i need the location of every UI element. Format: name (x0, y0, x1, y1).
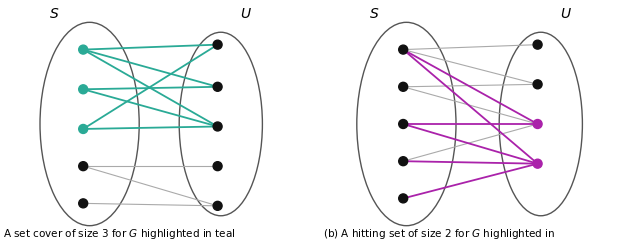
Ellipse shape (79, 199, 88, 208)
Ellipse shape (533, 159, 542, 168)
Text: $S$: $S$ (369, 7, 380, 21)
Ellipse shape (399, 157, 408, 166)
Ellipse shape (213, 162, 222, 171)
Ellipse shape (399, 82, 408, 91)
Ellipse shape (533, 80, 542, 89)
Ellipse shape (399, 194, 408, 203)
Text: $U$: $U$ (241, 7, 252, 21)
Ellipse shape (79, 162, 88, 171)
Ellipse shape (79, 124, 88, 133)
Ellipse shape (399, 120, 408, 128)
Text: $U$: $U$ (561, 7, 572, 21)
Text: $S$: $S$ (49, 7, 60, 21)
Ellipse shape (213, 40, 222, 49)
Ellipse shape (399, 45, 408, 54)
Ellipse shape (213, 122, 222, 131)
Text: (b) A hitting set of size 2 for $G$ highlighted in: (b) A hitting set of size 2 for $G$ high… (323, 227, 556, 241)
Ellipse shape (79, 85, 88, 94)
Ellipse shape (533, 120, 542, 128)
Ellipse shape (213, 82, 222, 91)
Ellipse shape (213, 201, 222, 210)
Ellipse shape (79, 45, 88, 54)
Ellipse shape (533, 40, 542, 49)
Text: A set cover of size 3 for $G$ highlighted in teal: A set cover of size 3 for $G$ highlighte… (3, 227, 236, 241)
